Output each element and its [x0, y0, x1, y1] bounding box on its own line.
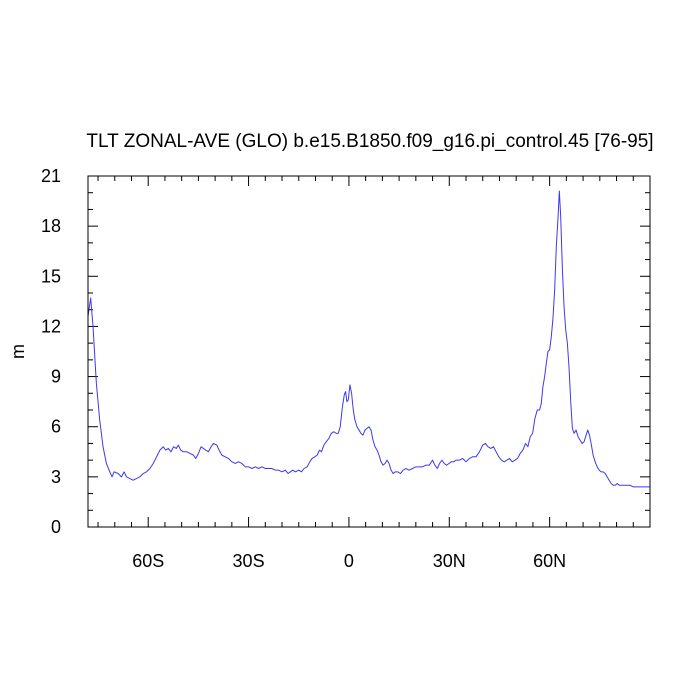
chart-title: TLT ZONAL-AVE (GLO) b.e15.B1850.f09_g16.…: [86, 131, 653, 152]
plot-frame: [87, 175, 651, 528]
y-tick-label: 3: [51, 467, 61, 487]
y-tick-label: 15: [41, 266, 61, 286]
x-tick-labels: 60S 30S 0 30N 60N: [132, 551, 566, 571]
y-tick-label: 18: [41, 216, 61, 236]
y-tick-label: 12: [41, 316, 61, 336]
y-tick-label: 21: [41, 166, 61, 186]
series-line: [87, 190, 650, 488]
x-tick-label: 60S: [132, 551, 164, 571]
x-tick-label: 30N: [433, 551, 466, 571]
major-ticks: [88, 175, 650, 528]
x-tick-label: 30S: [233, 551, 265, 571]
y-axis-label: m: [8, 344, 28, 359]
minor-ticks: [88, 176, 651, 527]
y-tick-label: 6: [51, 417, 61, 437]
y-tick-label: 0: [51, 517, 61, 537]
y-tick-labels: 0 3 6 9 12 15 18 21: [41, 166, 61, 537]
x-tick-label: 60N: [533, 551, 566, 571]
x-tick-label: 0: [344, 551, 354, 571]
y-tick-label: 9: [51, 367, 61, 387]
